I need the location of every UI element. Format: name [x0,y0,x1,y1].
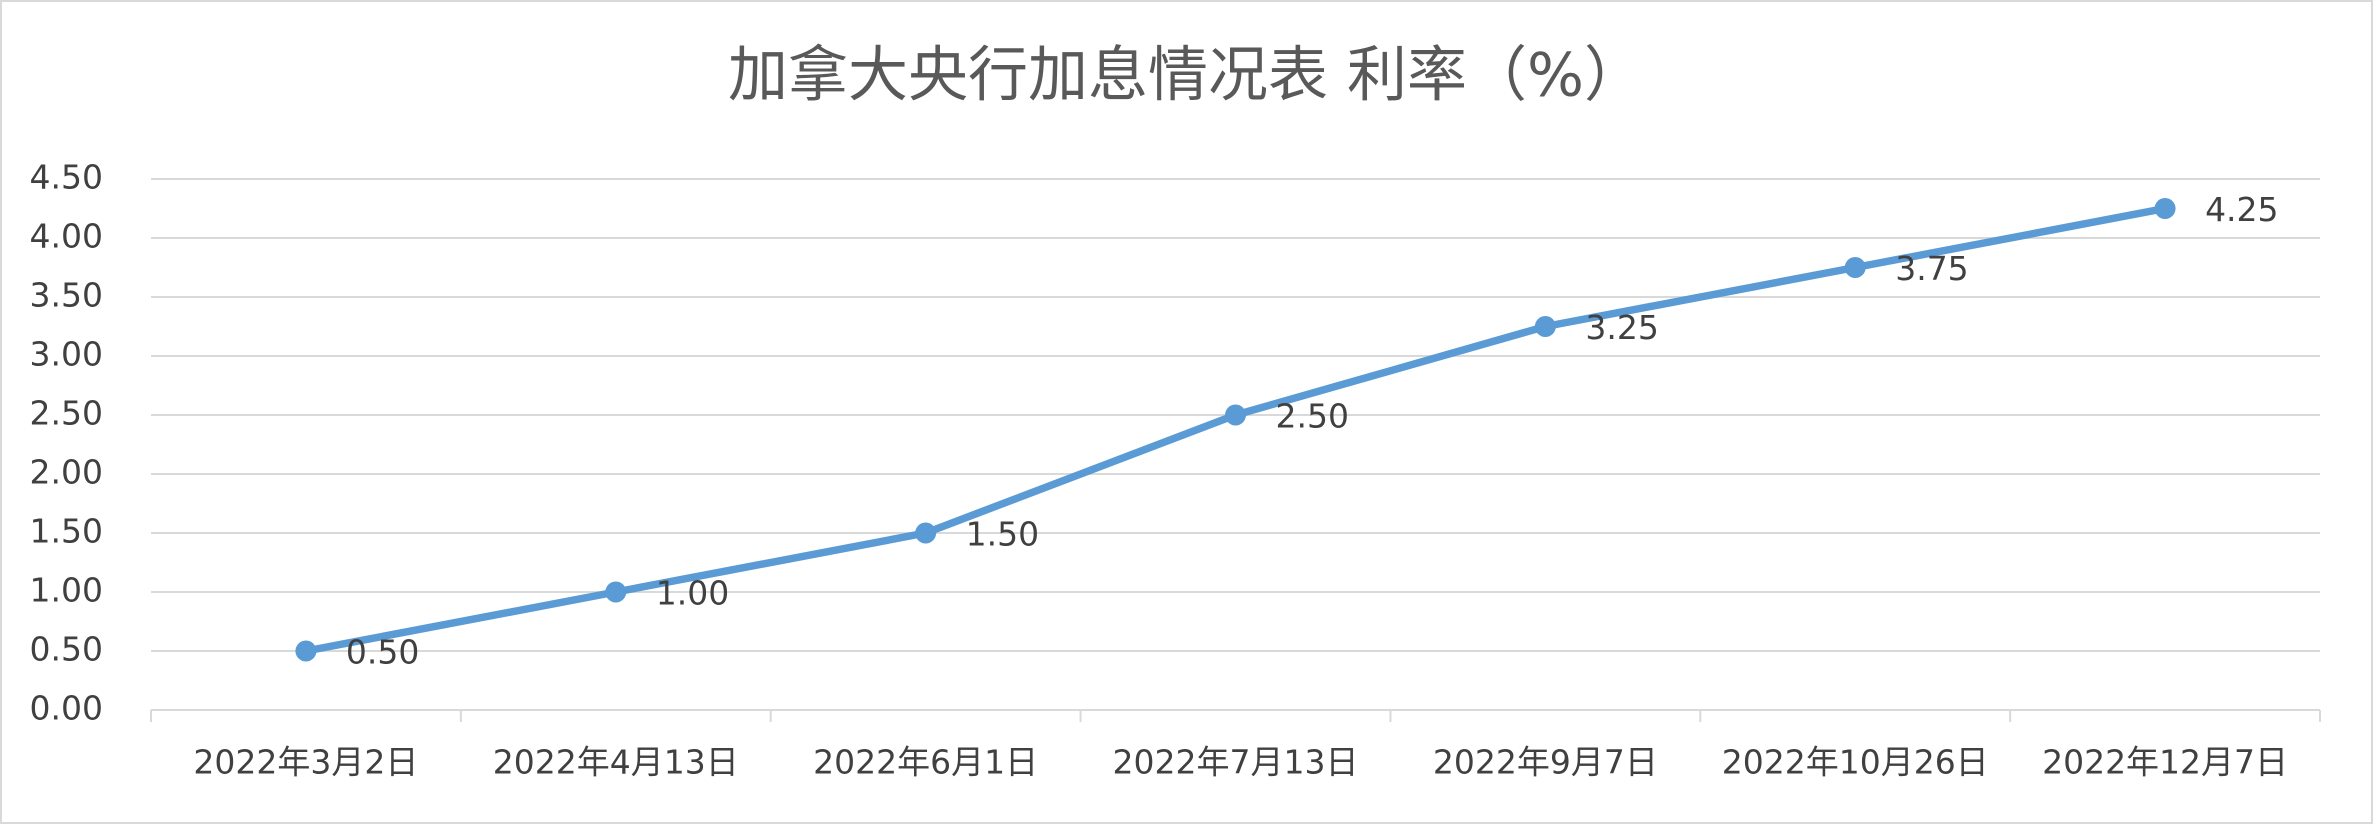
x-tick-label: 2022年12月7日 [2042,743,2288,782]
chart-title: 加拿大央行加息情况表 利率（%） [728,41,1644,111]
x-tick-label: 2022年7月13日 [1113,743,1359,782]
marker [1844,257,1866,278]
marker [2154,198,2176,219]
y-tick-label: 1.50 [30,512,103,551]
y-tick-label: 0.50 [30,630,103,669]
marker [295,640,317,662]
y-tick-label: 3.00 [30,335,103,374]
y-tick-label: 1.00 [30,571,103,610]
marker [1225,404,1246,426]
y-tick-label: 4.50 [30,158,103,197]
data-label: 2.50 [1276,397,1349,436]
x-tick-label: 2022年4月13日 [493,743,739,782]
y-tick-label: 3.50 [30,276,103,315]
x-tick-label: 2022年3月2日 [193,743,418,782]
data-label: 4.25 [2205,190,2278,229]
y-tick-label: 2.00 [30,453,103,492]
data-label: 0.50 [346,633,419,672]
data-label: 3.25 [1585,308,1658,347]
x-tick-label: 2022年9月7日 [1433,743,1658,782]
marker [915,522,937,544]
data-label: 1.50 [966,515,1039,554]
data-label: 1.00 [656,574,729,613]
data-label: 3.75 [1895,249,1968,288]
marker [605,581,627,603]
x-tick-label: 2022年10月26日 [1722,743,1989,782]
y-tick-label: 0.00 [30,689,103,728]
x-tick-label: 2022年6月1日 [813,743,1038,782]
y-tick-label: 2.50 [30,394,103,433]
marker [1534,316,1556,337]
y-tick-label: 4.00 [30,217,103,256]
